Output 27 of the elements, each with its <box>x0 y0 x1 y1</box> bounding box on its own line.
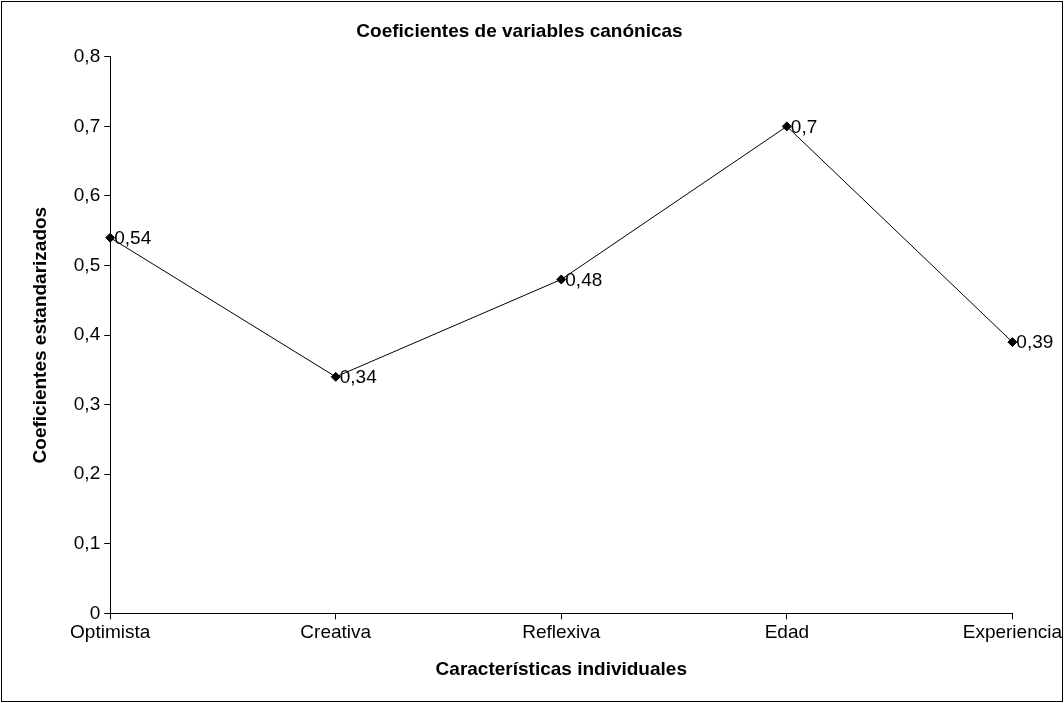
x-tick-label: Experiencia <box>962 621 1063 643</box>
point <box>556 274 567 285</box>
x-tick-label: Optimista <box>70 621 151 643</box>
point <box>330 371 341 382</box>
point <box>105 232 116 243</box>
y-tick-label: 0,2 <box>73 462 101 484</box>
y-axis-title: Coeficientes estandarizados <box>28 206 50 464</box>
data-label: 0,7 <box>790 115 818 137</box>
chart-title: Coeficientes de variables canónicas <box>356 19 683 41</box>
x-tick-label: Reflexiva <box>522 621 601 643</box>
point <box>1007 337 1018 348</box>
data-label: 0,34 <box>339 366 378 388</box>
data-label: 0,54 <box>114 226 152 248</box>
y-tick-label: 0,8 <box>73 45 101 67</box>
data-label: 0,48 <box>565 268 603 290</box>
y-tick-label: 0,4 <box>73 323 101 345</box>
y-tick-label: 0,6 <box>73 184 101 206</box>
y-tick-label: 0 <box>89 601 101 623</box>
data-label: 0,39 <box>1016 331 1054 353</box>
point <box>781 121 792 132</box>
y-tick-label: 0,3 <box>73 392 101 414</box>
y-tick-label: 0,1 <box>73 532 101 554</box>
y-tick-label: 0,5 <box>73 253 101 275</box>
x-tick-label: Edad <box>764 621 810 643</box>
x-axis-title: Características individuales <box>435 657 687 679</box>
x-tick-label: Creativa <box>300 621 372 643</box>
y-tick-label: 0,7 <box>73 114 101 136</box>
